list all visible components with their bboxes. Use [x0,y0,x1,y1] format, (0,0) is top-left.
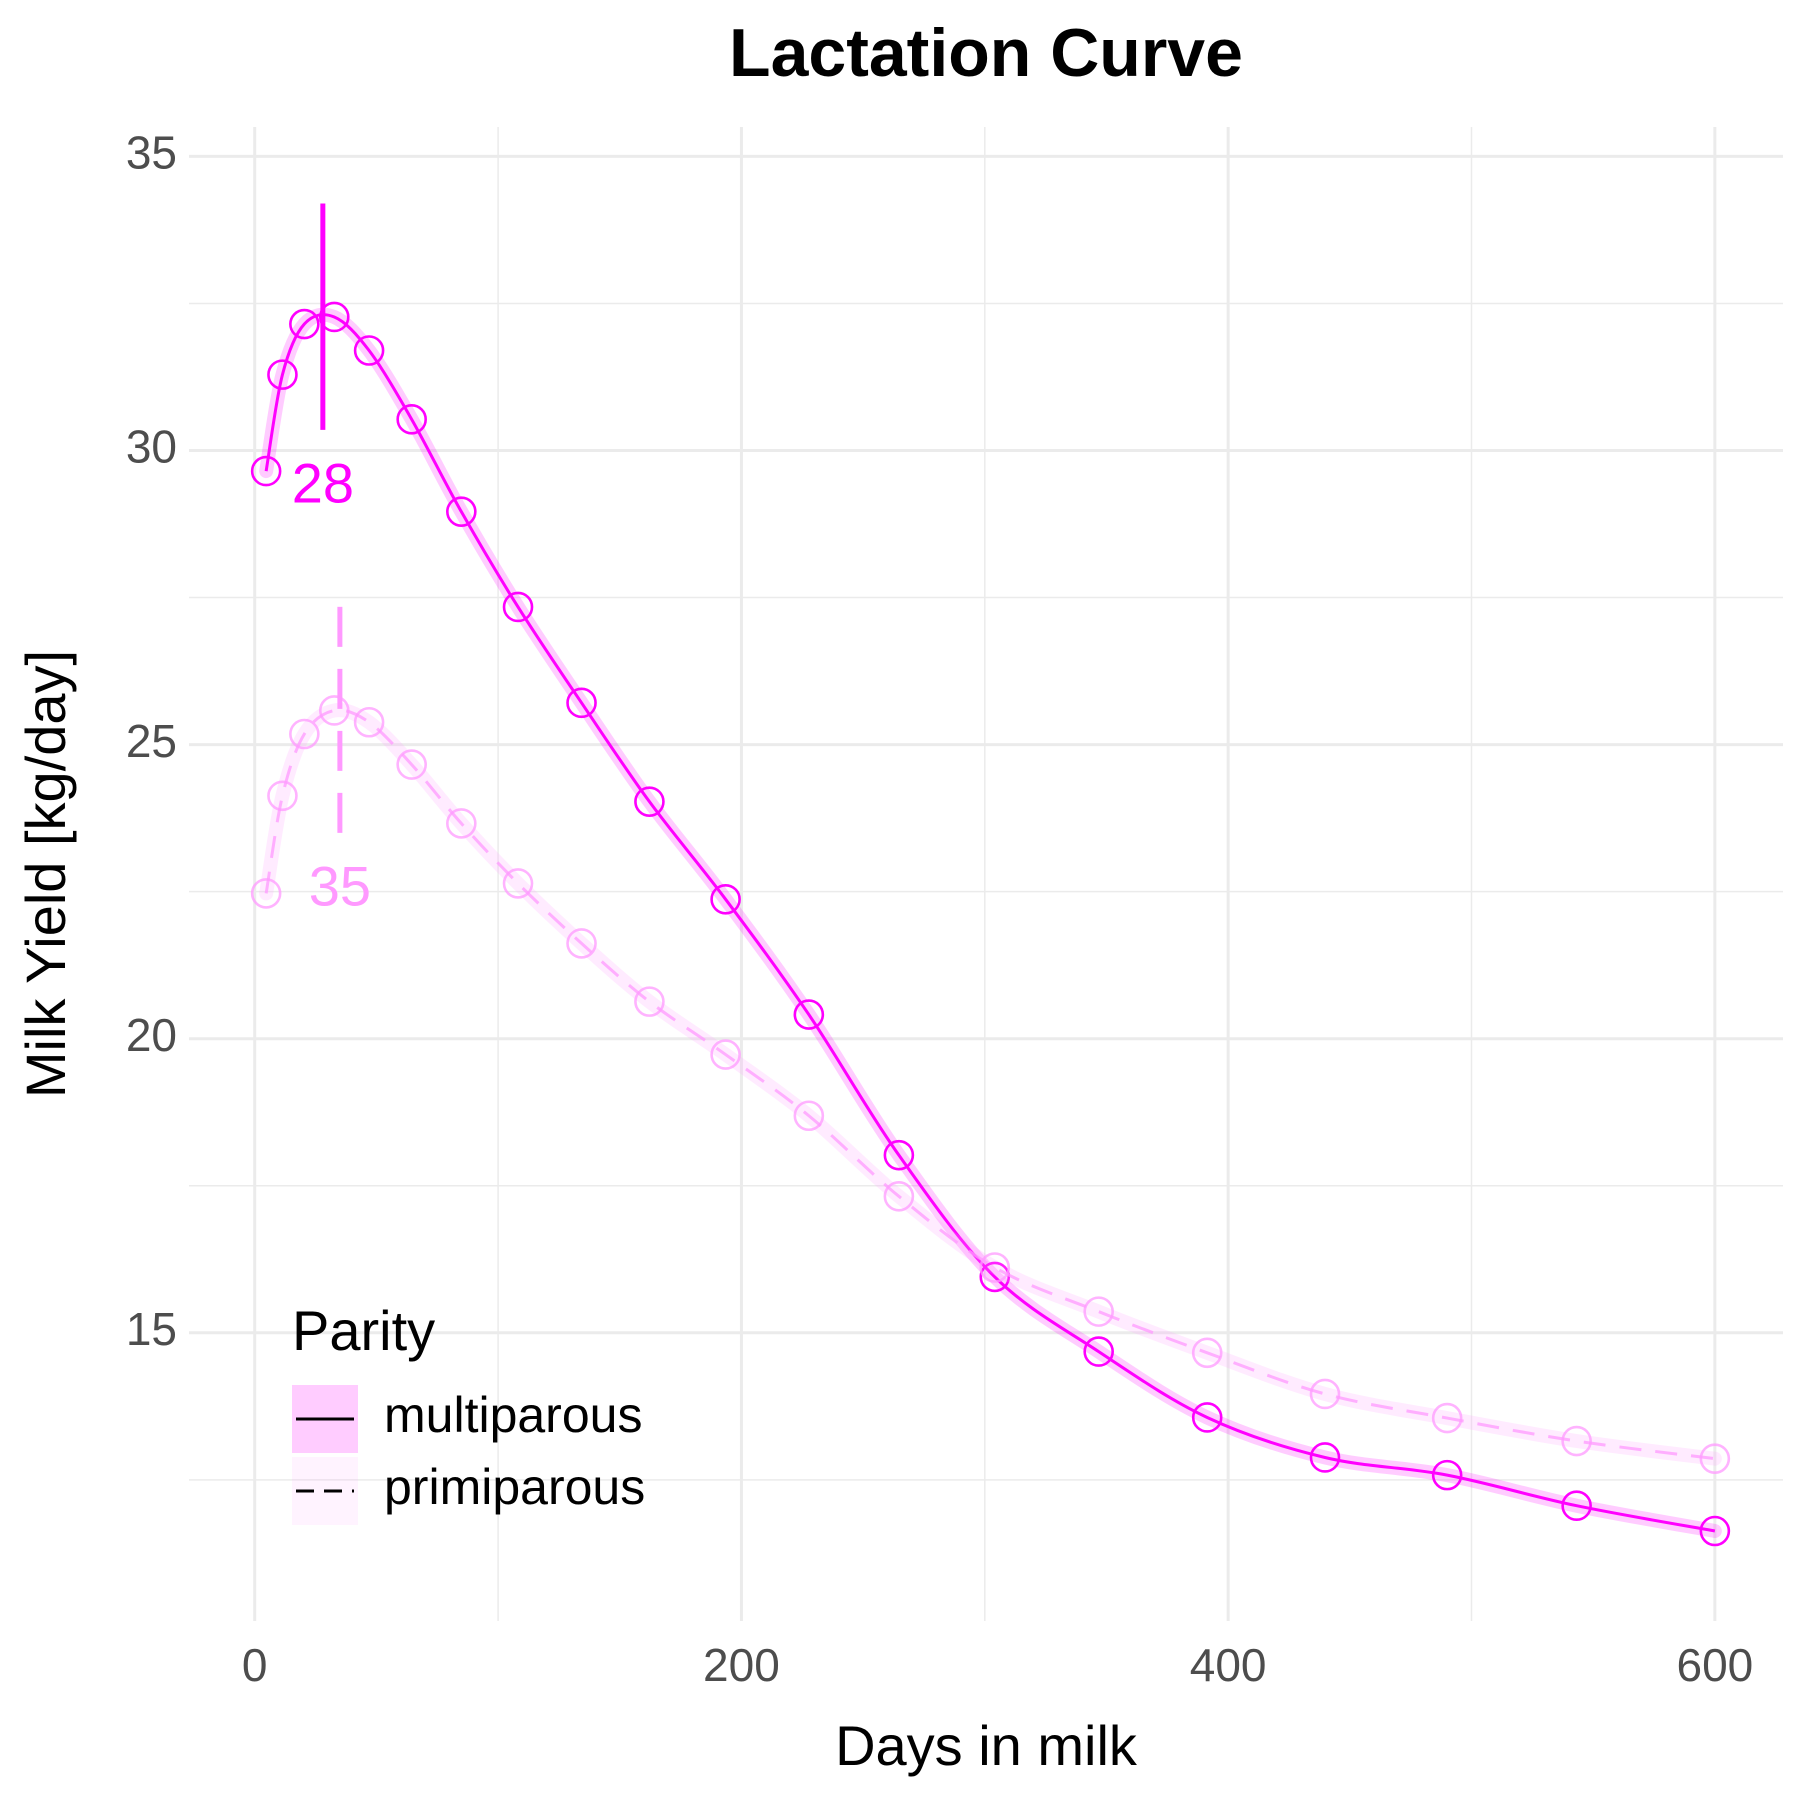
point [566,687,597,719]
point [634,786,665,817]
point [318,695,350,726]
point [1191,1402,1223,1433]
point [979,1252,1011,1283]
point [396,404,427,435]
point [289,718,320,750]
point [1561,1490,1592,1522]
point [446,808,477,839]
point [1083,1336,1114,1367]
chart-title: Lactation Curve [729,15,1243,91]
point [267,780,298,812]
x-tick-label: 400 [1190,1639,1267,1691]
point [1431,1459,1463,1491]
point [710,1039,741,1070]
y-tick-label: 35 [126,127,177,179]
point [1699,1443,1731,1474]
point [267,359,298,390]
confidence-band [259,307,1722,1539]
point [883,1139,915,1171]
point [634,986,665,1017]
x-axis-title: Days in milk [835,1714,1138,1777]
point [353,335,385,366]
point [1431,1402,1463,1434]
point [566,928,597,959]
x-tick-label: 600 [1676,1639,1753,1691]
point [1561,1425,1592,1457]
point [250,455,282,487]
point [710,883,741,915]
point [979,1261,1011,1293]
point [793,1100,825,1132]
legend-label: primiparous [384,1459,645,1515]
point [793,999,825,1030]
point [1309,1378,1341,1410]
series-line [264,313,1716,1533]
legend-label: multiparous [384,1387,642,1443]
point [1191,1337,1223,1369]
point [1699,1515,1731,1547]
series-line [264,708,1716,1461]
x-tick-label: 0 [242,1639,268,1691]
y-tick-label: 15 [126,1303,177,1355]
y-tick-label: 20 [126,1009,177,1061]
x-tick-label: 200 [703,1639,780,1691]
point [396,749,427,780]
peak-label: 28 [292,452,354,515]
point [353,706,385,738]
y-axis-title: Milk Yield [kg/day] [14,650,77,1098]
peak-label: 35 [309,855,371,918]
confidence-band [259,703,1722,1466]
point [289,308,320,340]
point [502,868,534,899]
grid [189,127,1783,1621]
legend-title: Parity [292,1299,435,1362]
point [502,591,534,623]
point [446,496,477,527]
point [883,1181,915,1212]
point [318,301,350,333]
y-tick-label: 30 [126,421,177,473]
y-tick-label: 25 [126,715,177,767]
point [250,878,282,909]
point [1309,1442,1341,1473]
point [1083,1296,1114,1327]
